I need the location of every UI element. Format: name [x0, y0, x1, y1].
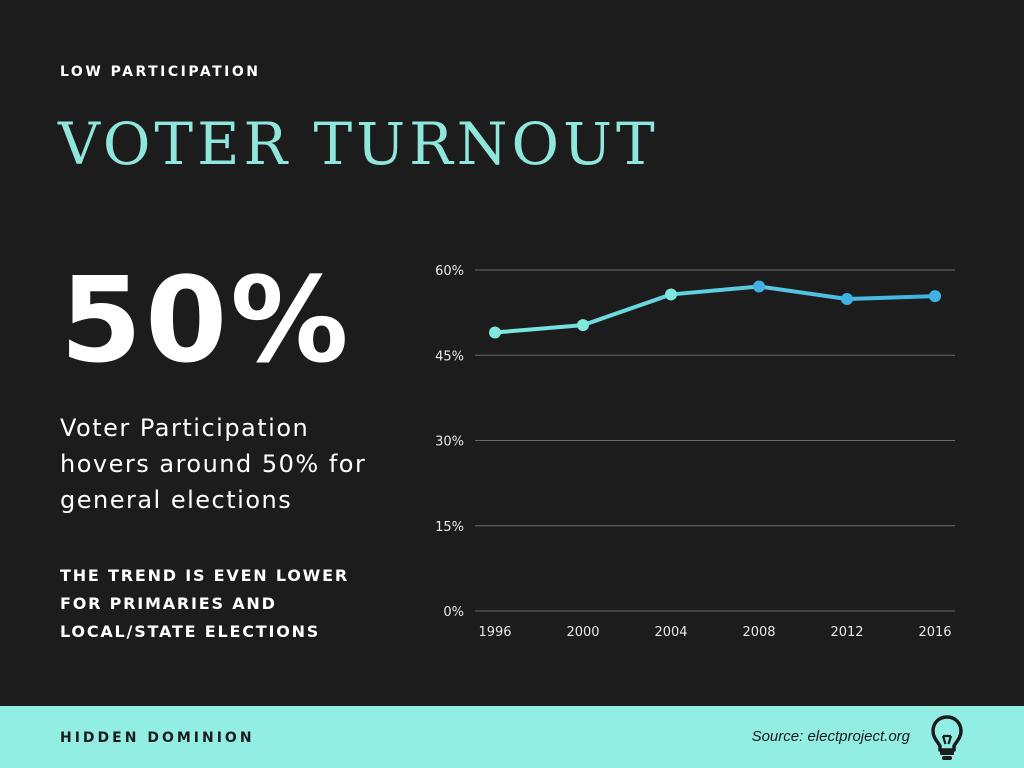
y-tick-label: 0%: [443, 605, 464, 620]
x-tick-label: 2016: [918, 625, 951, 640]
series-layer: [489, 280, 941, 339]
y-tick-label: 30%: [435, 435, 464, 450]
data-point: [929, 290, 941, 303]
trend-note: THE TREND IS EVEN LOWER FOR PRIMARIES AN…: [60, 566, 349, 641]
eyebrow-label: LOW PARTICIPATION: [60, 64, 261, 80]
footer-bar: HIDDEN DOMINION Source: electproject.org: [0, 706, 1024, 768]
data-point: [753, 280, 765, 293]
brand-name: HIDDEN DOMINION: [60, 730, 255, 746]
x-tick-label: 2012: [830, 625, 863, 640]
big-stat: 50%: [60, 251, 352, 389]
data-point: [841, 292, 853, 305]
turnout-line-chart: 0% 15% 30% 45% 60% 1996 2000 2004 2008 2012 2016: [435, 264, 955, 640]
x-tick-label: 2000: [566, 625, 599, 640]
x-tick-label: 1996: [478, 625, 511, 640]
x-tick-label: 2008: [742, 625, 775, 640]
page-title: VOTER TURNOUT: [58, 110, 659, 178]
x-tick-label: 2004: [654, 625, 687, 640]
y-tick-label: 60%: [435, 264, 464, 279]
data-point: [489, 326, 501, 339]
y-axis-ticks: 0% 15% 30% 45% 60%: [435, 264, 464, 620]
data-point: [665, 288, 677, 301]
lightbulb-icon: [931, 715, 963, 760]
source-credit: Source: electproject.org: [751, 728, 910, 745]
x-axis-ticks: 1996 2000 2004 2008 2012 2016: [478, 625, 951, 640]
grid-lines: [475, 269, 955, 612]
stat-description: Voter Participation hovers around 50% fo…: [60, 414, 367, 514]
data-point: [577, 319, 589, 332]
series-line: [493, 284, 937, 335]
y-tick-label: 15%: [435, 520, 464, 535]
y-tick-label: 45%: [435, 349, 464, 364]
